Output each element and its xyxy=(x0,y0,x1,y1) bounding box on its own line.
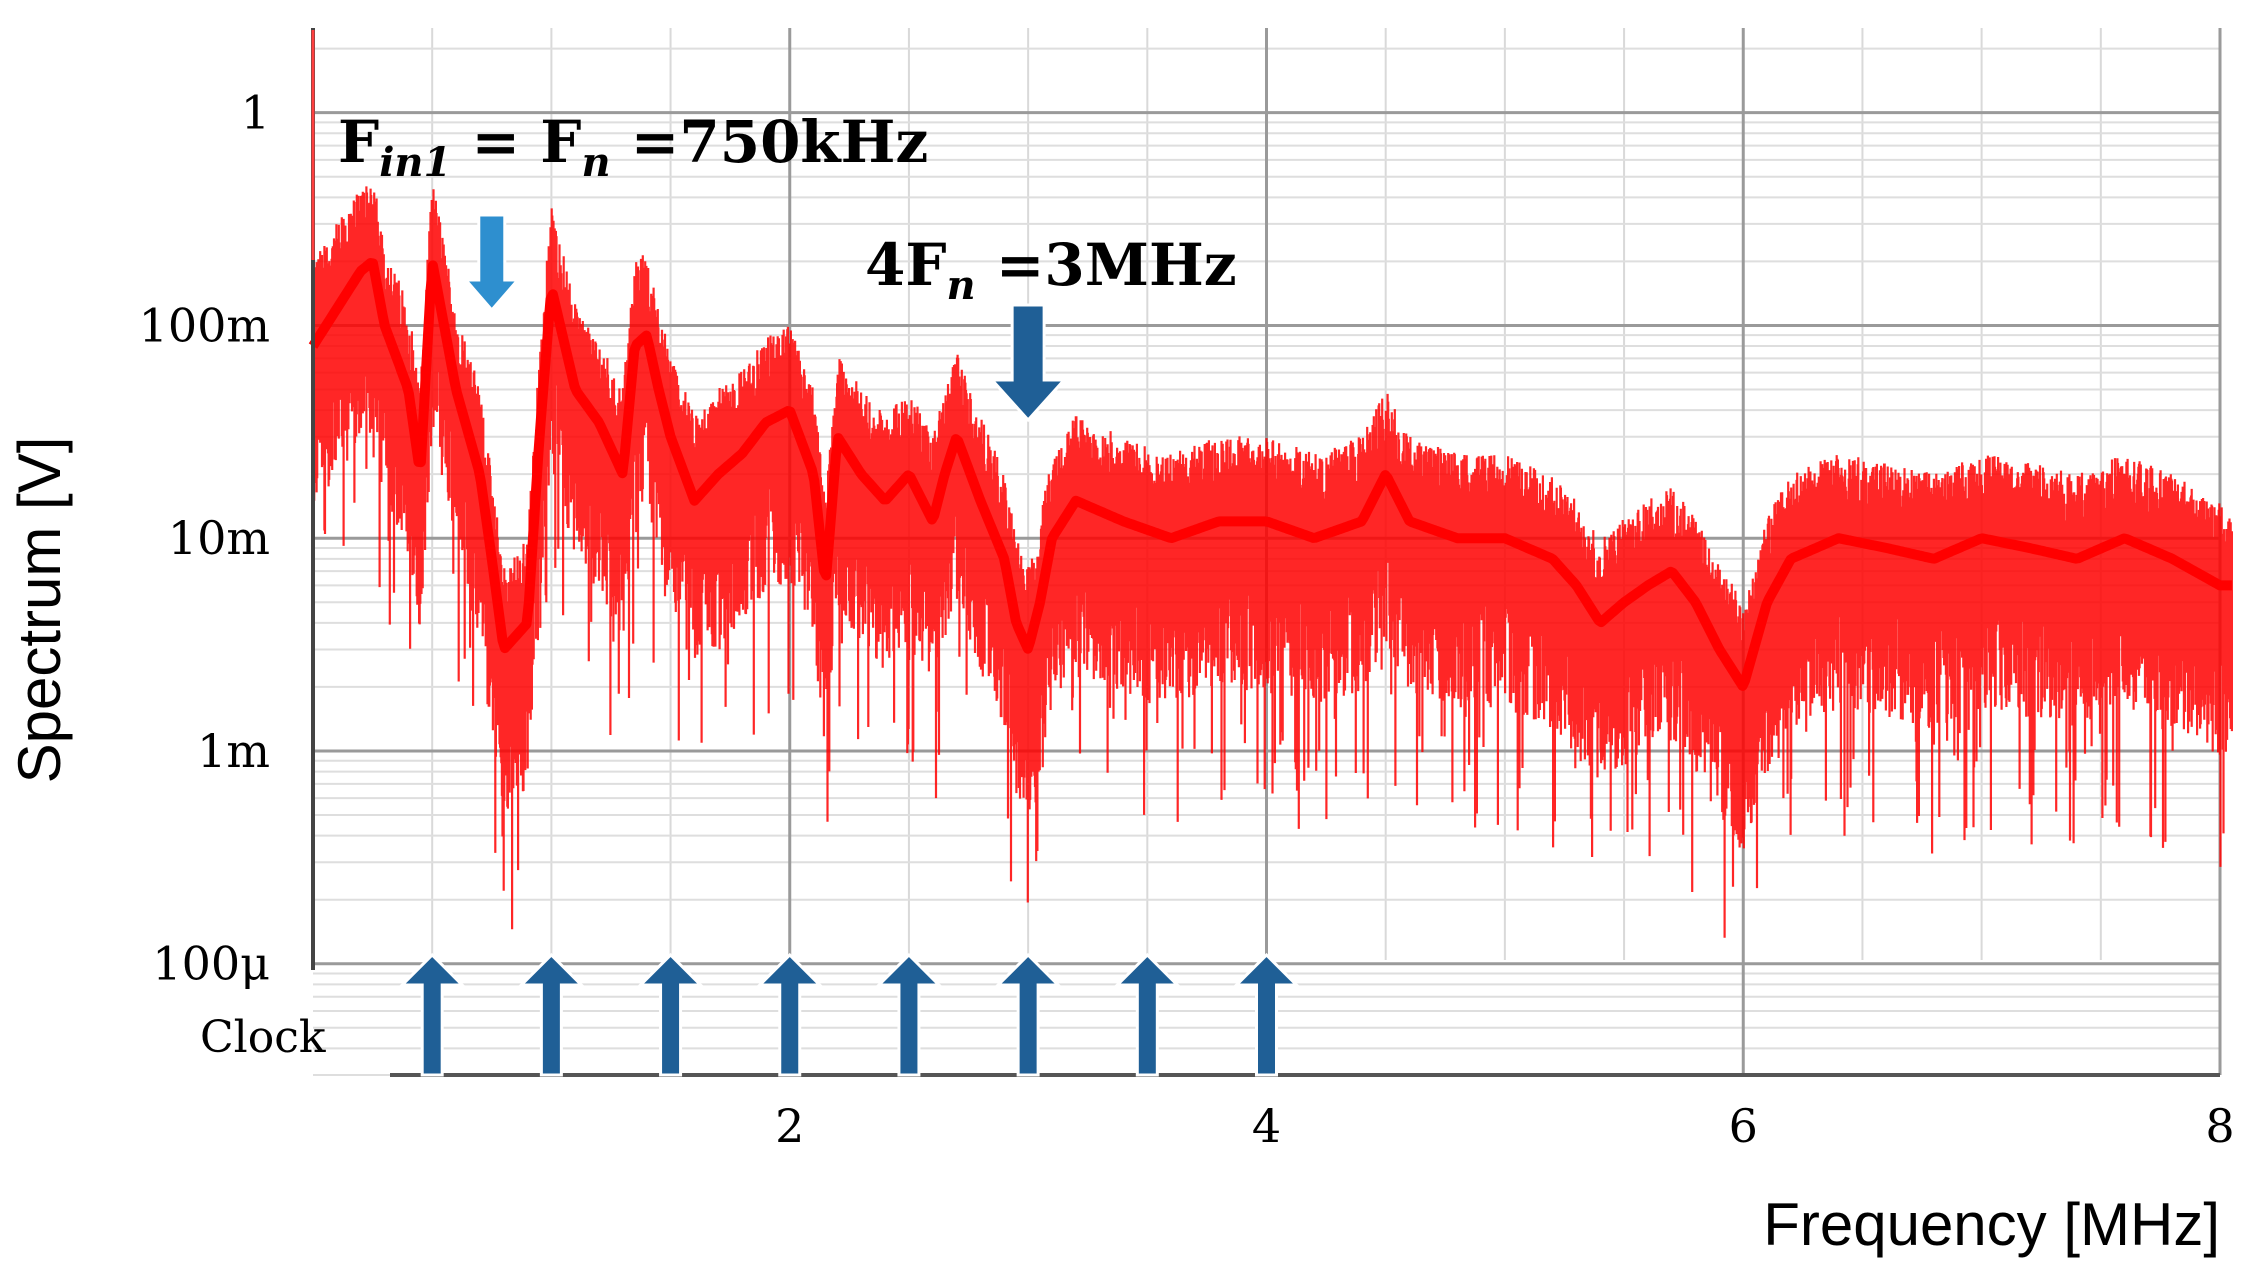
y-tick-label: 100m xyxy=(139,298,270,352)
x-tick-label: 6 xyxy=(1729,1099,1758,1153)
clock-arrow xyxy=(875,952,943,1077)
y-axis-label: Spectrum [V] xyxy=(6,437,73,784)
y-tick-label: 1 xyxy=(241,86,270,140)
x-tick-label: 4 xyxy=(1252,1099,1281,1153)
annotation-fin: Fin1 = Fn =750kHz xyxy=(338,108,928,186)
clock-arrow xyxy=(1232,952,1301,1077)
y-tick-label: 10m xyxy=(168,511,270,565)
axes xyxy=(311,28,2220,1077)
x-tick-label: 2 xyxy=(775,1099,804,1153)
clock-arrow xyxy=(398,952,466,1077)
annotation-arrow-fin xyxy=(462,213,522,313)
y-tick-label: 1m xyxy=(197,724,270,778)
x-tick-label: 8 xyxy=(2205,1099,2234,1153)
y-tick-label: 100μ xyxy=(152,937,270,991)
annotation-arrow-4fn xyxy=(988,303,1068,423)
clock-arrow xyxy=(756,952,824,1077)
spectrum-series xyxy=(308,186,2235,938)
spectrum-envelope xyxy=(308,258,2235,691)
x-tick-labels: 2 4 6 8 xyxy=(775,1099,2235,1153)
spectrum-noise xyxy=(311,186,2233,938)
clock-arrow xyxy=(994,952,1062,1077)
clock-arrow xyxy=(517,952,585,1077)
clock-arrow xyxy=(636,952,705,1077)
annotation-4fn: 4Fn =3MHz xyxy=(865,231,1237,309)
clock-label: Clock xyxy=(200,1012,326,1063)
annotations: Fin1 = Fn =750kHz 4Fn =3MHz xyxy=(338,108,1237,423)
clock-markers: Clock xyxy=(200,952,1301,1077)
y-tick-labels: 1 100m 10m 1m 100μ xyxy=(139,86,270,991)
x-axis-label: Frequency [MHz] xyxy=(1763,1191,2220,1258)
clock-arrow xyxy=(1113,952,1181,1077)
